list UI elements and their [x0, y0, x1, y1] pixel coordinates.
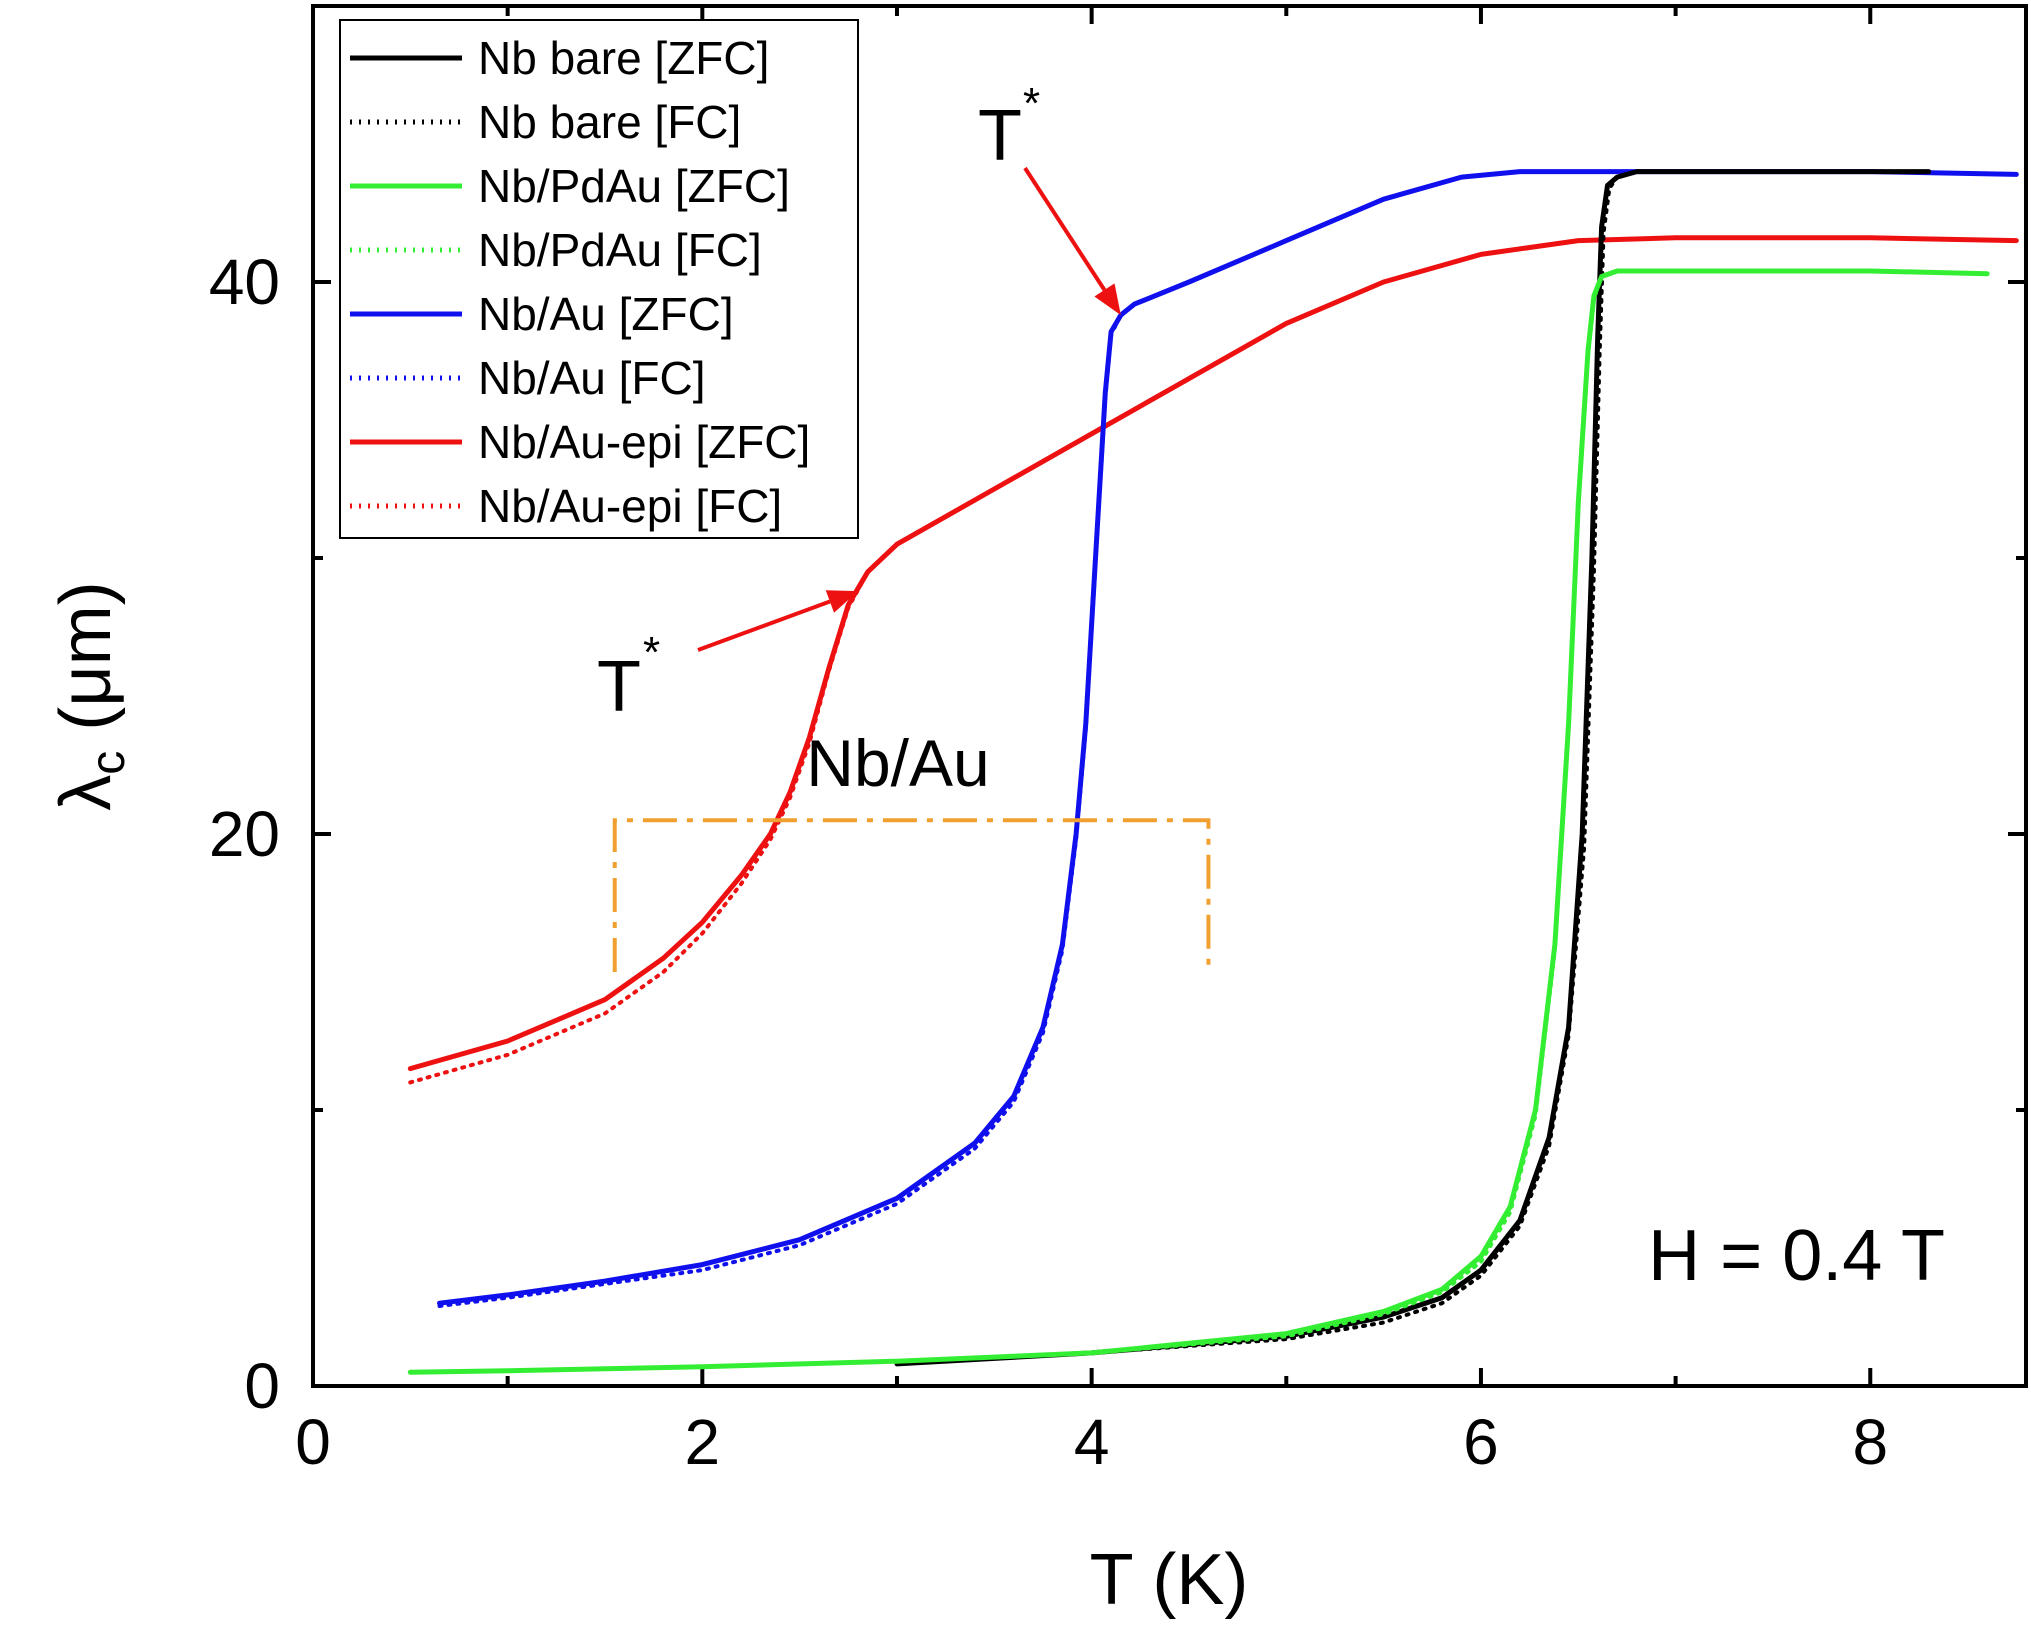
tstar-top-sup: *	[1023, 79, 1040, 128]
series-line-7	[408, 235, 2019, 1085]
x-tick-label: 2	[685, 1406, 721, 1478]
tstar-top-arrow	[1023, 166, 1121, 316]
annotation-bracket: Nb/Au	[612, 726, 1211, 972]
legend-label-0: Nb bare [ZFC]	[478, 32, 769, 84]
arrow-head	[1094, 283, 1121, 316]
x-tick-label: 8	[1852, 1406, 1888, 1478]
tstar-low-arrow	[697, 590, 859, 652]
nbau-bracket	[612, 818, 1211, 972]
series-line-6	[407, 235, 2019, 1072]
y-tick-label: 40	[209, 246, 280, 318]
tstar-low-label: T	[597, 647, 641, 727]
series-line-0	[894, 169, 1932, 1367]
annotation-tstar-low: T *	[597, 590, 859, 727]
field-annotation: H = 0.4 T	[1648, 1216, 1945, 1296]
legend: Nb bare [ZFC] Nb bare [FC] Nb/PdAu [ZFC] Nb…	[339, 19, 859, 539]
legend-label-2: Nb/PdAu [ZFC]	[478, 160, 790, 212]
tstar-low-sup: *	[643, 628, 660, 677]
tstar-top-label: T	[978, 96, 1022, 176]
legend-label-3: Nb/PdAu [FC]	[478, 224, 762, 276]
y-axis-unit: (μm)	[46, 581, 126, 750]
y-tick-label: 20	[209, 798, 280, 870]
legend-label-1: Nb bare [FC]	[478, 96, 741, 148]
legend-label-6: Nb/Au-epi [ZFC]	[478, 416, 810, 468]
legend-label-4: Nb/Au [ZFC]	[478, 288, 734, 340]
x-tick-label: 6	[1463, 1406, 1499, 1478]
series-line-1	[895, 169, 1931, 1366]
x-tick-label: 0	[295, 1406, 331, 1478]
legend-label-7: Nb/Au-epi [FC]	[478, 480, 782, 532]
x-axis-title: T (K)	[1090, 1540, 1249, 1620]
legend-box	[339, 19, 859, 539]
bracket-label: Nb/Au	[806, 726, 989, 800]
legend-label-5: Nb/Au [FC]	[478, 352, 706, 404]
annotation-tstar-top: T *	[978, 79, 1121, 316]
x-tick-label: 4	[1074, 1406, 1110, 1478]
series-layer	[407, 169, 2019, 1375]
y-axis-symbol: λ	[46, 775, 126, 811]
y-tick-label: 0	[244, 1350, 280, 1422]
plot-frame	[311, 4, 2028, 1388]
y-axis-title: λc (μm)	[46, 581, 135, 810]
series-line-3	[408, 269, 1990, 1375]
y-axis-subscript: c	[82, 751, 135, 775]
arrow-head	[825, 590, 859, 613]
arrow-shaft	[1023, 166, 1107, 292]
arrow-shaft	[697, 599, 831, 652]
tick-labels: 0 2 4 6 8 0 20 40	[209, 246, 1888, 1478]
